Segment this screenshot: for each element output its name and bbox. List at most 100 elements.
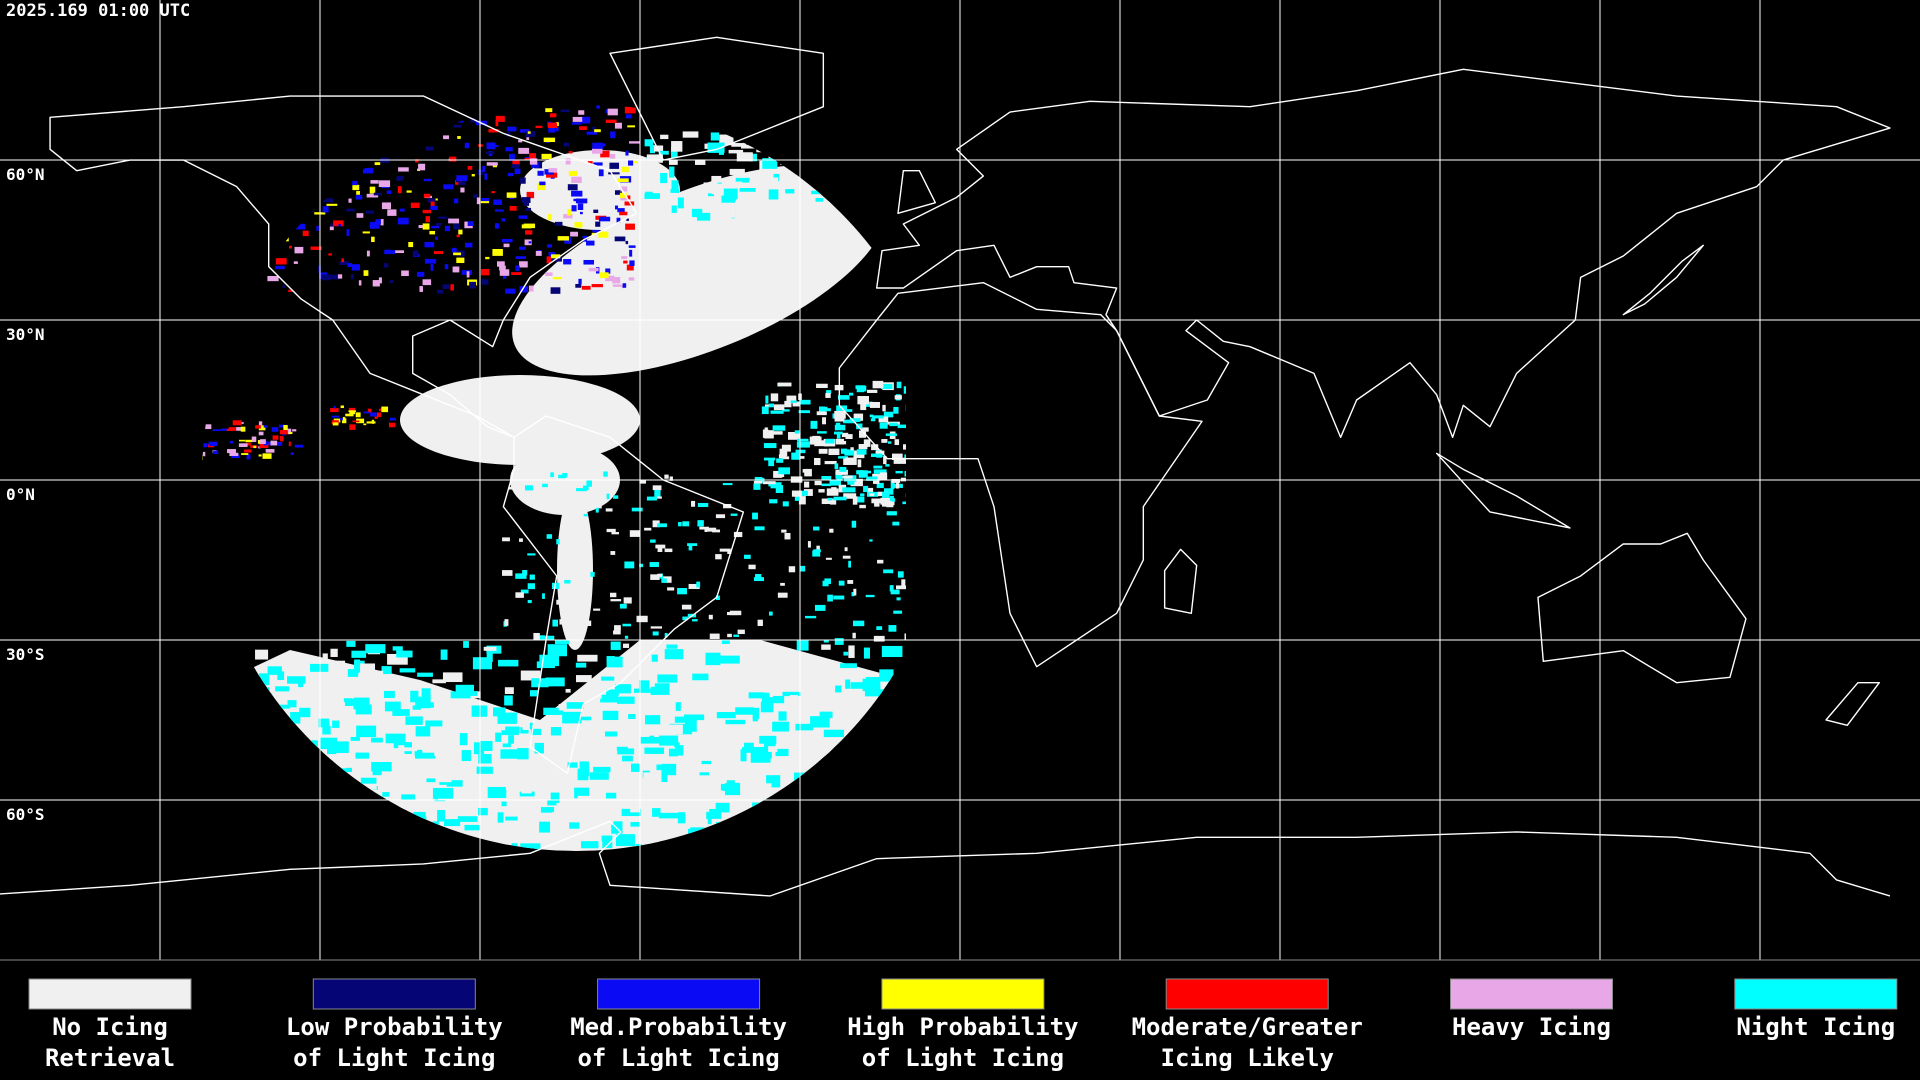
- pixel: [628, 245, 636, 248]
- pixel: [884, 488, 894, 495]
- pixel: [696, 764, 713, 773]
- pixel: [339, 418, 344, 421]
- pixel: [521, 786, 532, 794]
- pixel: [558, 704, 572, 711]
- pixel: [484, 173, 488, 180]
- pixel: [349, 410, 356, 415]
- pixel: [334, 741, 349, 754]
- pixel: [736, 152, 753, 162]
- pixel: [428, 260, 433, 264]
- pixel: [384, 250, 396, 255]
- pixel: [478, 754, 492, 764]
- pixel: [781, 444, 791, 452]
- pixel: [450, 284, 454, 291]
- pixel: [781, 409, 790, 412]
- pixel: [422, 223, 430, 230]
- pixel: [567, 209, 571, 216]
- pixel: [262, 453, 272, 459]
- pixel: [280, 436, 284, 442]
- pixel: [355, 752, 370, 759]
- pixel: [346, 208, 355, 212]
- pixel: [458, 181, 466, 186]
- pixel: [748, 564, 756, 570]
- pixel: [492, 164, 498, 168]
- pixel: [342, 418, 347, 424]
- pixel: [359, 663, 376, 674]
- pixel: [363, 411, 370, 414]
- pixel: [519, 261, 528, 268]
- pixel: [896, 381, 902, 389]
- pixel: [825, 438, 835, 444]
- pixel: [646, 154, 663, 163]
- pixel: [721, 640, 730, 644]
- pixel: [813, 526, 820, 531]
- pixel: [239, 439, 246, 442]
- pixel: [848, 560, 851, 568]
- pixel: [796, 640, 809, 651]
- pixel: [600, 150, 610, 158]
- pixel: [502, 273, 507, 279]
- pixel: [288, 431, 293, 434]
- pixel: [904, 471, 906, 477]
- pixel: [607, 108, 618, 116]
- pixel: [727, 550, 732, 554]
- pixel: [904, 454, 906, 461]
- pixel: [677, 197, 684, 209]
- pixel: [821, 213, 828, 224]
- pixel: [863, 647, 870, 659]
- pixel: [371, 737, 383, 743]
- pixel: [853, 413, 864, 421]
- pixel: [583, 485, 589, 490]
- pixel: [326, 671, 342, 676]
- pixel: [405, 716, 423, 725]
- pixel: [741, 780, 754, 792]
- pixel: [282, 285, 286, 288]
- pixel: [453, 799, 464, 804]
- pixel: [430, 264, 434, 271]
- pixel: [476, 766, 493, 774]
- pixel: [773, 431, 783, 435]
- pixel: [571, 190, 583, 197]
- pixel: [593, 608, 601, 611]
- pixel: [474, 785, 493, 796]
- pixel: [678, 219, 690, 228]
- pixel: [339, 261, 349, 266]
- pixel: [838, 395, 850, 400]
- pixel: [362, 167, 374, 174]
- pixel: [326, 744, 337, 755]
- pixel: [488, 129, 499, 133]
- pixel: [507, 172, 514, 177]
- pixel: [877, 559, 884, 564]
- pixel: [425, 146, 434, 151]
- pixel: [528, 722, 534, 730]
- pixel: [559, 619, 567, 625]
- pixel: [548, 126, 556, 133]
- pixel: [260, 425, 265, 429]
- pixel: [504, 687, 514, 695]
- pixel: [389, 703, 401, 710]
- pixel: [398, 167, 409, 172]
- pixel: [397, 217, 409, 225]
- pixel: [456, 175, 468, 182]
- pixel: [814, 440, 828, 447]
- pixel: [869, 414, 874, 418]
- pixel: [451, 247, 457, 253]
- pixel: [723, 188, 738, 200]
- pixel: [572, 116, 583, 122]
- pixel: [504, 695, 513, 706]
- pixel: [385, 780, 392, 791]
- pixel: [780, 207, 799, 216]
- legend-label: of Light Icing: [862, 1044, 1064, 1072]
- pixel: [619, 192, 627, 198]
- pixel: [650, 539, 656, 543]
- pixel: [765, 177, 779, 187]
- pixel: [457, 816, 478, 822]
- pixel: [526, 191, 535, 199]
- pixel: [729, 168, 745, 175]
- pixel: [772, 695, 785, 704]
- pixel: [608, 172, 620, 175]
- pixel: [528, 241, 532, 244]
- pixel: [850, 478, 863, 487]
- pixel: [722, 483, 733, 486]
- pixel: [257, 440, 263, 444]
